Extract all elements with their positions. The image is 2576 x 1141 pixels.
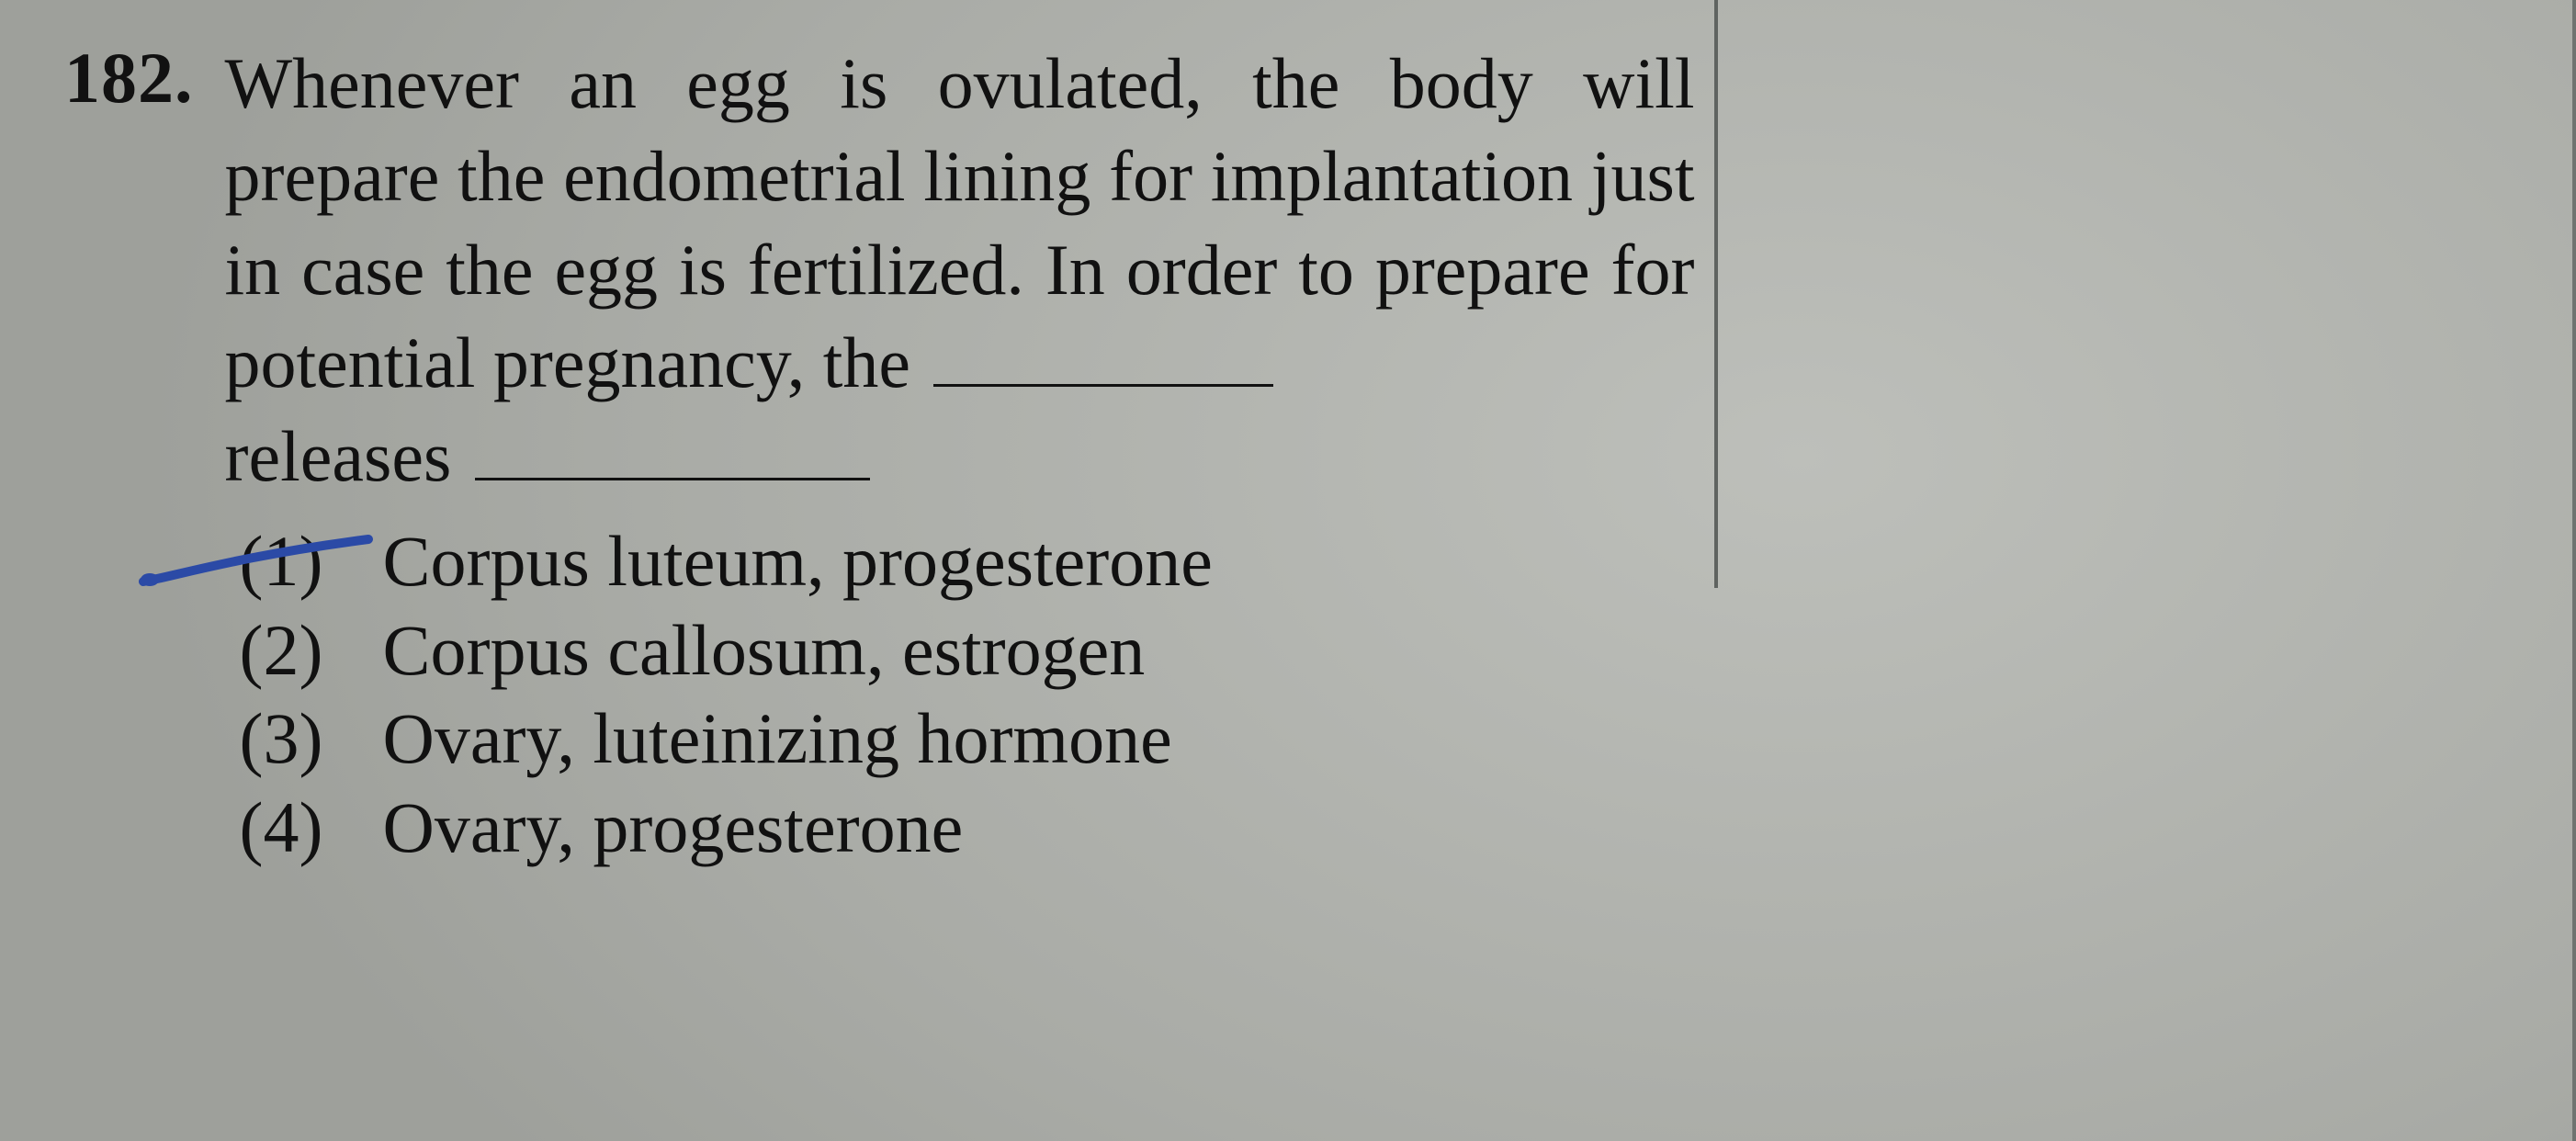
blank-2 xyxy=(475,422,870,480)
page: 182. Whenever an egg is ovulated, the bo… xyxy=(0,0,2576,1141)
option-2[interactable]: (2) Corpus callosum, estrogen xyxy=(240,606,1695,695)
option-4[interactable]: (4) Ovary, progesterone xyxy=(240,784,1695,873)
option-text: Ovary, luteinizing hormone xyxy=(383,695,1172,784)
options-list: (1) Corpus luteum, progesterone (2) Corp… xyxy=(225,517,1695,873)
option-number: (2) xyxy=(240,606,350,695)
option-text: Corpus callosum, estrogen xyxy=(383,606,1146,695)
option-number: (3) xyxy=(240,695,350,784)
vertical-rule xyxy=(1714,0,1718,588)
option-text: Ovary, progesterone xyxy=(383,784,964,873)
option-3[interactable]: (3) Ovary, luteinizing hormone xyxy=(240,695,1695,784)
option-1[interactable]: (1) Corpus luteum, progesterone xyxy=(240,517,1695,606)
option-number: (4) xyxy=(240,784,350,873)
question-body: Whenever an egg is ovulated, the body wi… xyxy=(225,37,1695,873)
option-number: (1) xyxy=(240,517,350,606)
option-text: Corpus luteum, progesterone xyxy=(383,517,1213,606)
blank-1 xyxy=(933,328,1273,387)
question-number: 182. xyxy=(64,37,194,119)
question-stem: Whenever an egg is ovulated, the body wi… xyxy=(225,37,1695,503)
stem-part-2: releases xyxy=(225,416,452,496)
question-row: 182. Whenever an egg is ovulated, the bo… xyxy=(64,37,1695,873)
